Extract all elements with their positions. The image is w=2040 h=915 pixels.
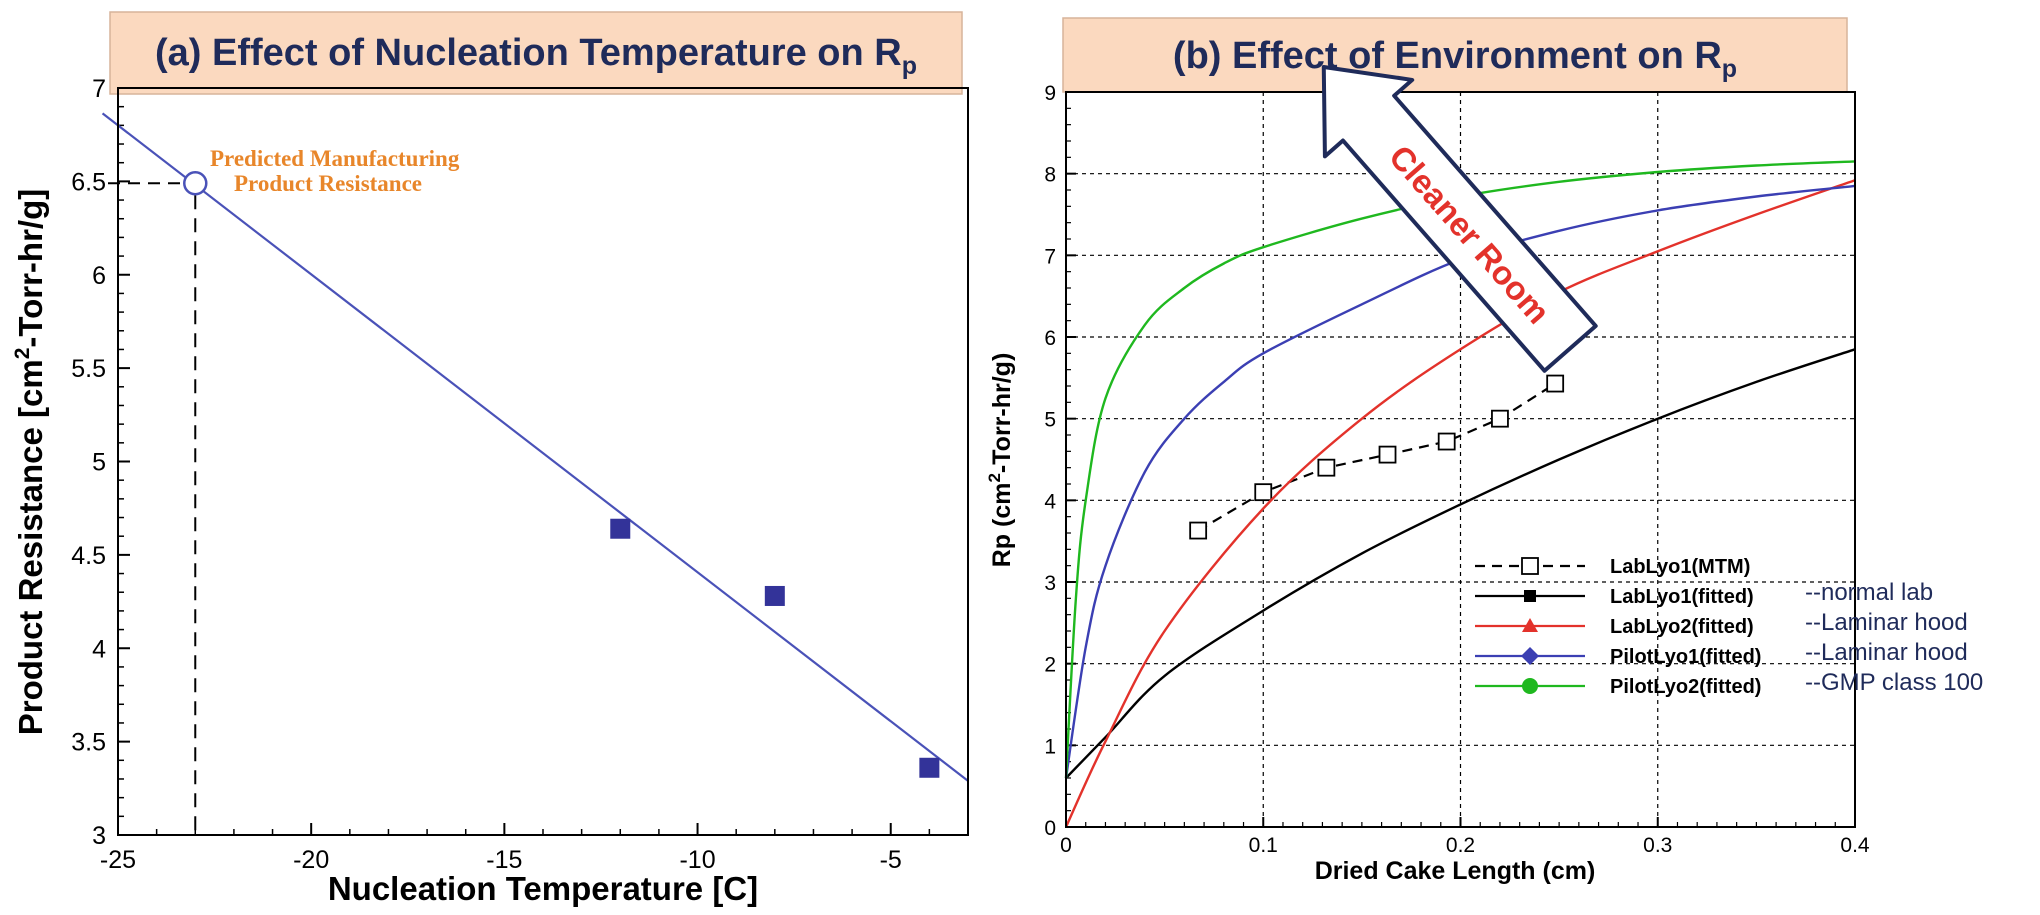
- y-tick-label: 2: [1044, 654, 1056, 677]
- x-tick-label: -20: [293, 846, 329, 874]
- y-tick-label: 4: [1044, 490, 1056, 513]
- data-point-mtm: [1378, 445, 1397, 464]
- y-tick-label: 4: [92, 635, 106, 663]
- panel-a-plot-frame: [117, 87, 969, 836]
- y-tick-label: 1: [1044, 735, 1056, 758]
- x-tick-label: 0.3: [1643, 834, 1672, 857]
- series-line-3: [1064, 184, 1856, 779]
- legend-marker-open-square: [1521, 557, 1539, 575]
- y-tick-label: 5: [92, 449, 106, 477]
- data-point-mtm: [1491, 409, 1509, 428]
- x-tick-label: -15: [486, 846, 522, 874]
- series-line-2: [1064, 179, 1856, 828]
- y-tick-label: 9: [1044, 82, 1056, 105]
- data-point-mtm: [1254, 483, 1273, 502]
- x-tick-label: 0: [1060, 834, 1072, 857]
- panel-b-x-axis-title: Dried Cake Length (cm): [1315, 857, 1596, 885]
- data-point-mtm: [1189, 521, 1208, 540]
- data-point-mtm: [1546, 374, 1565, 393]
- legend-label: PilotLyo2(fitted): [1610, 676, 1761, 698]
- x-tick-label: 0.2: [1446, 834, 1475, 857]
- y-tick-label: 5: [1044, 409, 1056, 432]
- panel-a-plot-area: -25 -20 -15 -10 -5 3 3.5 4 4.5 5 5.5 6 6.5 7: [71, 75, 969, 874]
- y-tick-label: 3: [92, 822, 106, 850]
- panel-a-title-box: [109, 11, 963, 95]
- legend-marker-diamond: [1521, 647, 1539, 665]
- y-tick-label: 7: [92, 75, 106, 103]
- data-point: [610, 518, 631, 539]
- legend-note: --Laminar hood: [1805, 639, 1968, 666]
- series-line-4: [1064, 160, 1856, 779]
- legend-label: PilotLyo1(fitted): [1610, 646, 1761, 668]
- legend-marker-circle: [1522, 678, 1538, 694]
- data-point-mtm: [1317, 458, 1336, 477]
- panel-a: (a) Effect of Nucleation Temperature on …: [11, 11, 969, 907]
- panel-b-title: (b) Effect of Environment on Rp: [1173, 35, 1737, 83]
- panel-b-title-box: [1062, 17, 1848, 93]
- predicted-point: [183, 170, 208, 196]
- y-tick-label: 5.5: [71, 355, 106, 383]
- panel-b-legend: LabLyo1(MTM) LabLyo1(fitted) --normal lab L…: [1475, 556, 1983, 698]
- y-tick-label: 6: [92, 262, 106, 290]
- y-tick-label: 8: [1044, 164, 1056, 187]
- panel-a-title: (a) Effect of Nucleation Temperature on …: [155, 32, 917, 80]
- x-tick-label: -5: [880, 846, 902, 874]
- annotation-line-2: Product Resistance: [234, 171, 422, 196]
- y-tick-label: 3.5: [71, 729, 106, 757]
- y-tick-label: 3: [1044, 572, 1056, 595]
- legend-marker-square: [1524, 590, 1536, 602]
- legend-note: --Laminar hood: [1805, 609, 1968, 636]
- panel-b-plot-frame: [1065, 91, 1856, 828]
- annotation-line-1: Predicted Manufacturing: [210, 146, 460, 171]
- y-tick-label: 7: [1044, 245, 1056, 268]
- series-line-1: [1065, 348, 1856, 779]
- x-tick-label: -25: [100, 846, 136, 874]
- y-tick-label: 6: [1044, 327, 1056, 350]
- y-tick-label: 4.5: [71, 542, 106, 570]
- panel-b-y-axis-title: Rp (cm2-Torr-hr/g): [985, 353, 1016, 568]
- x-tick-label: 0.4: [1840, 834, 1870, 857]
- cleaner-room-label: Cleaner Room: [1382, 138, 1557, 331]
- fit-line: [101, 112, 969, 782]
- data-point: [764, 585, 785, 606]
- panel-a-x-axis-title: Nucleation Temperature [C]: [328, 870, 758, 907]
- y-tick-label: 0: [1044, 817, 1056, 840]
- y-tick-label: 6.5: [71, 168, 106, 196]
- legend-label: LabLyo1(fitted): [1610, 586, 1754, 608]
- panel-b: (b) Effect of Environment on Rp 0 0.1 0.2 0…: [985, 17, 1983, 885]
- panel-a-y-axis-title: Product Resistance [cm2-Torr-hr/g]: [11, 189, 49, 736]
- data-point: [919, 757, 940, 778]
- legend-label: LabLyo2(fitted): [1610, 616, 1754, 638]
- x-tick-label: -10: [679, 846, 715, 874]
- data-point-mtm: [1437, 432, 1456, 451]
- legend-note: --normal lab: [1805, 579, 1933, 606]
- legend-note: --GMP class 100: [1805, 669, 1983, 696]
- x-tick-label: 0.1: [1249, 834, 1278, 857]
- legend-label: LabLyo1(MTM): [1610, 556, 1750, 578]
- panel-b-plot-area: 0 0.1 0.2 0.3 0.4 0 1 2 3 4 5 6 7 8 9: [1044, 82, 1870, 857]
- cleaner-room-arrow-shape: [1321, 64, 1598, 373]
- legend-marker-triangle: [1522, 618, 1538, 632]
